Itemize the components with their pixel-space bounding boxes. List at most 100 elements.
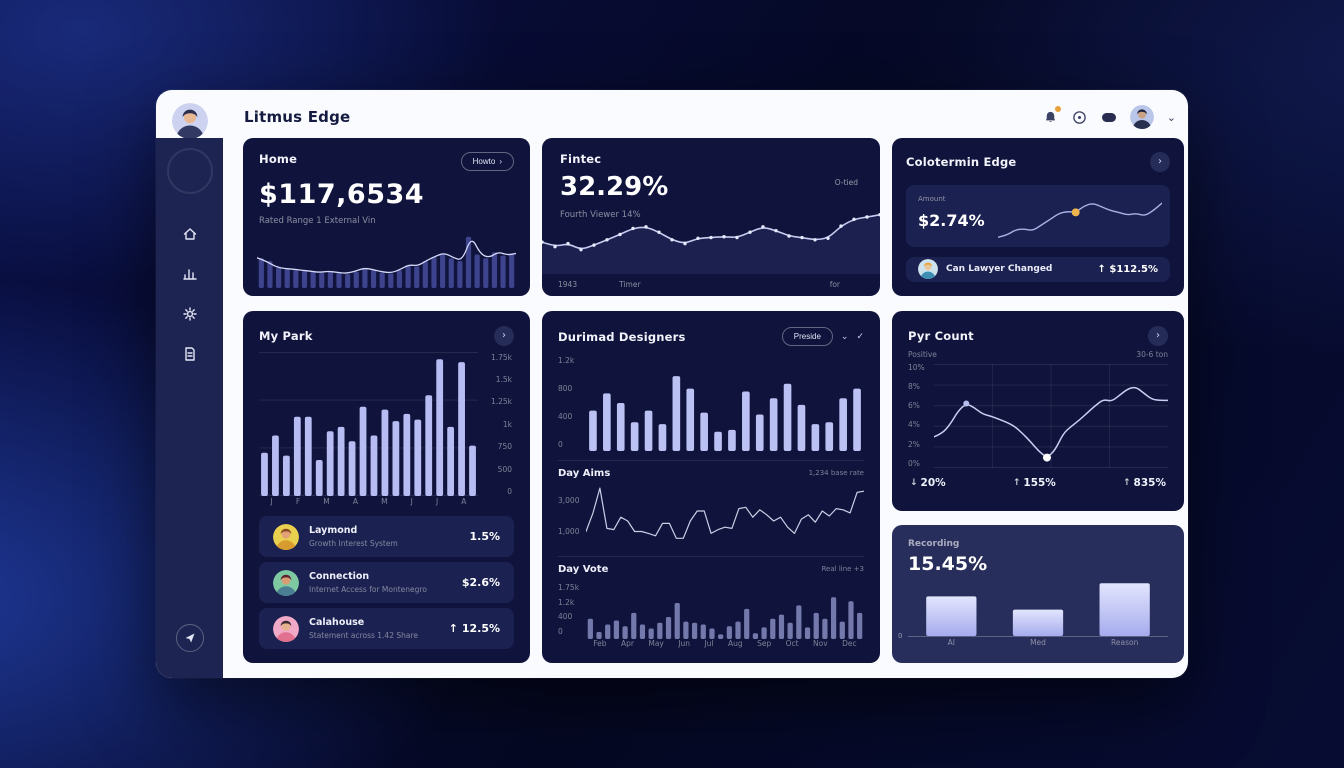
check-icon[interactable]: ✓	[856, 331, 864, 342]
y-tick: 800	[558, 384, 573, 394]
account-chevron-down-icon[interactable]: ⌄	[1166, 110, 1176, 124]
home-value: $117,6534	[259, 179, 425, 210]
my-park-card: My Park › 1.75k 1.5k 1.25k 1k 750 500 0	[243, 311, 530, 663]
notifications-bell-icon[interactable]	[1043, 106, 1061, 125]
fintec-line-chart	[542, 198, 880, 274]
y-tick: 1.2k	[558, 355, 575, 365]
y-tick: 2%	[908, 439, 920, 449]
y-tick: 500	[497, 464, 512, 474]
item-name: Laymond	[309, 525, 358, 536]
day-vote-note: Real line +3	[821, 565, 865, 574]
document-icon	[184, 347, 195, 361]
sidebar-item-home[interactable]	[173, 217, 207, 251]
home-subtitle: Rated Range 1 External Vin	[259, 216, 376, 226]
x-tick: Feb	[593, 639, 607, 649]
x-tick: Jul	[704, 639, 714, 649]
preside-button[interactable]: Preside	[781, 327, 833, 347]
recording-label: Recording	[908, 539, 960, 549]
edge-amount-panel: Amount $2.74%	[906, 185, 1170, 247]
arrow-up-icon: ↑	[1012, 477, 1021, 488]
message-icon[interactable]	[1101, 109, 1117, 125]
y-tick: 1.25k	[490, 397, 512, 407]
home-sparkline-chart	[257, 234, 516, 288]
y-tick: 6%	[908, 401, 920, 411]
app-title: Litmus Edge	[244, 108, 351, 126]
card-title: Durimad Designers	[558, 329, 686, 344]
x-tick: Med	[1030, 638, 1046, 647]
person-icon	[1129, 105, 1154, 129]
x-tick: A	[352, 496, 358, 506]
x-tick: J	[435, 496, 439, 506]
person-icon	[273, 569, 299, 596]
expand-button[interactable]: ›	[494, 326, 514, 347]
recording-card: Recording 15.45% 0 AI Med Reason	[892, 525, 1184, 663]
card-title: Pyr Count	[908, 329, 974, 343]
divider	[558, 459, 864, 461]
card-title: Fintec	[560, 152, 602, 166]
item-value: ↑ 12.5%	[448, 622, 500, 635]
fintec-value: 32.29%	[560, 172, 669, 202]
card-title: Colotermin Edge	[906, 155, 1017, 169]
right-column: Pyr Count › Positive 30-6 ton 10% 8% 6% …	[892, 311, 1184, 663]
x-tick: J	[410, 496, 413, 506]
pyr-right-label: 30-6 ton	[1136, 350, 1168, 359]
send-button[interactable]	[175, 624, 204, 652]
arrow-down-icon: ↓	[910, 477, 918, 488]
y-axis: 10% 8% 6% 4% 2% 0%	[908, 363, 934, 468]
sidebar-item-analytics[interactable]	[173, 257, 207, 291]
y-tick: 3,000	[558, 495, 580, 505]
pyr-stats: ↓ 20% ↑ 155% ↑ 835%	[908, 468, 1168, 489]
dashboard-grid: Home Howto › $117,6534 Rated Range 1 Ext…	[223, 138, 1188, 678]
howto-button[interactable]: Howto ›	[460, 152, 514, 171]
sidebar-item-settings[interactable]	[173, 297, 207, 331]
list-item[interactable]: Calahouse Statement across 1.42 Share ↑ 1…	[259, 608, 514, 649]
person-icon	[273, 523, 299, 550]
y-axis: 3,000 1,000	[558, 485, 586, 547]
stat-item: ↓ 20%	[910, 477, 946, 489]
y-tick: 0	[558, 626, 563, 636]
x-tick: AI	[947, 638, 955, 647]
expand-button[interactable]: ›	[1150, 152, 1170, 172]
profile-avatar[interactable]	[172, 103, 208, 139]
y-tick: 400	[558, 412, 573, 422]
account-avatar[interactable]	[1129, 105, 1154, 129]
y-tick: 1.75k	[490, 352, 512, 362]
sidebar	[156, 138, 223, 678]
day-aims-label: Day Aims	[558, 467, 611, 479]
x-tick: M	[381, 496, 388, 506]
y-tick: 4%	[908, 420, 920, 430]
y-tick: 750	[497, 442, 512, 452]
edge-summary-row[interactable]: Can Lawyer Changed ↑ $112.5%	[906, 256, 1170, 282]
message-bubble	[1101, 112, 1116, 122]
help-circle-icon[interactable]	[1072, 109, 1088, 125]
chevron-right-icon: ›	[1156, 330, 1160, 341]
edge-card: Colotermin Edge › Amount $2.74% Can Lawy…	[892, 138, 1184, 296]
fintec-card: Fintec 32.29% Fourth Viewer 14% O-tied 1…	[542, 138, 880, 296]
recording-value: 15.45%	[908, 553, 988, 575]
stat-value: 155%	[1023, 476, 1056, 489]
arrow-up-icon: ↑	[1123, 477, 1131, 488]
list-item[interactable]: Connection Internet Access for Montenegro…	[259, 562, 514, 603]
divider	[558, 555, 864, 557]
notification-dot	[1054, 106, 1061, 112]
list-item[interactable]: Laymond Growth Interest System 1.5%	[259, 516, 514, 557]
list-avatar	[273, 523, 299, 550]
item-desc: Growth Interest System	[309, 539, 398, 548]
x-tick: Oct	[785, 639, 799, 649]
sidebar-item-documents[interactable]	[173, 337, 207, 371]
recording-bar-chart: 0	[898, 581, 1168, 639]
person-icon	[273, 615, 299, 642]
filter-chevron-down-icon[interactable]: ⌄	[840, 331, 849, 342]
day-vote-bar-chart	[586, 581, 864, 639]
y-tick: 0	[507, 487, 512, 497]
header-actions: ⌄	[1043, 105, 1176, 129]
list-avatar	[273, 615, 299, 642]
x-tick: Aug	[727, 639, 743, 649]
row-avatar	[918, 259, 938, 280]
amount-label: Amount	[918, 195, 946, 203]
row-value: ↑ $112.5%	[1097, 263, 1158, 275]
fintec-corner-label: O-tied	[834, 178, 858, 187]
expand-button[interactable]: ›	[1148, 326, 1168, 346]
card-title: My Park	[259, 329, 313, 344]
y-axis: 1.2k 800 400 0	[558, 355, 586, 451]
